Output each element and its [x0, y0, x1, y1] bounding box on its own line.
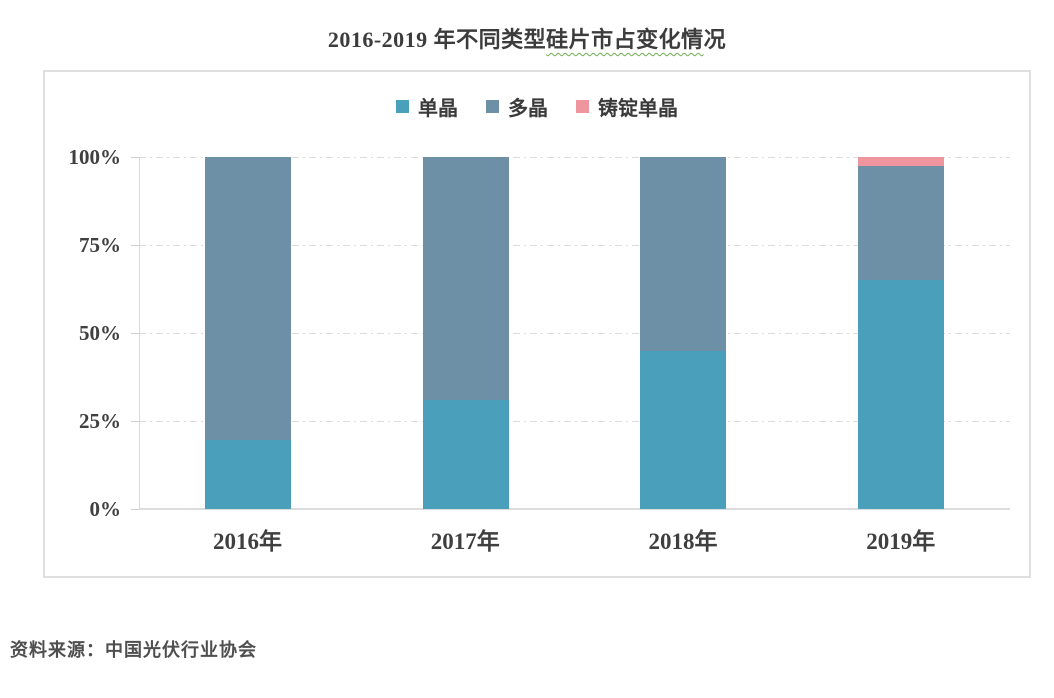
plot-area [139, 157, 1010, 510]
gridline-75 [139, 245, 1010, 246]
y-axis-label-50: 50% [79, 321, 121, 345]
legend-swatch-icon [576, 100, 589, 113]
source-note: 资料来源：中国光伏行业协会 [10, 640, 257, 660]
legend-swatch-icon [486, 100, 499, 113]
gridline-50 [139, 333, 1010, 334]
bar-segment-单晶 [422, 399, 509, 509]
y-axis-label-100: 100% [68, 145, 122, 169]
bar-segment-单晶 [858, 280, 945, 509]
legend-item-2: 铸锭单晶 [576, 92, 678, 121]
chart-legend: 单晶 多晶 铸锭单晶 [45, 92, 1029, 121]
page-title: 2016-2019 年不同类型硅片市占变化情况 [0, 22, 1054, 54]
bar-2017年 [422, 157, 509, 509]
gridline-25 [139, 421, 1010, 422]
bar-segment-多晶 [640, 157, 727, 351]
bar-2019年 [858, 157, 945, 509]
legend-label: 多晶 [508, 98, 548, 120]
bar-segment-多晶 [422, 157, 509, 400]
y-axis-label-0: 0% [89, 497, 122, 521]
x-axis-label-2018年: 2018年 [648, 529, 718, 554]
y-tick-mark [131, 245, 139, 246]
y-tick-mark [131, 157, 139, 158]
x-axis-label-2016年: 2016年 [213, 529, 282, 554]
bar-2016年 [204, 157, 291, 509]
legend-item-1: 多晶 [486, 92, 548, 121]
x-axis-label-2019年: 2019年 [866, 529, 936, 554]
x-axis-label-2017年: 2017年 [430, 529, 500, 554]
legend-label: 铸锭单晶 [598, 98, 678, 120]
title-text: 2016-2019 年不同类型 [327, 27, 547, 52]
legend-item-0: 单晶 [396, 92, 458, 121]
bar-segment-多晶 [858, 165, 945, 281]
legend-label: 单晶 [418, 98, 458, 120]
title-squiggle-text: 硅片市占变化情 [546, 27, 704, 52]
bar-segment-单晶 [204, 440, 291, 509]
y-axis-label-25: 25% [79, 409, 121, 433]
x-axis-line [139, 508, 1010, 510]
bar-segment-铸锭单晶 [858, 157, 945, 166]
legend-swatch-icon [396, 100, 409, 113]
bar-segment-单晶 [640, 350, 727, 509]
title-suffix-text: 况 [703, 27, 727, 52]
y-tick-mark [131, 333, 139, 334]
y-tick-mark [131, 509, 139, 510]
y-tick-mark [131, 421, 139, 422]
gridline-100 [139, 157, 1010, 158]
bar-2018年 [640, 157, 727, 509]
y-axis-label-75: 75% [79, 233, 121, 257]
chart-frame: 单晶 多晶 铸锭单晶 100% 75% 50% 25% 0% 2016年 2017年 2018年… [43, 70, 1031, 578]
bar-segment-多晶 [204, 157, 291, 441]
